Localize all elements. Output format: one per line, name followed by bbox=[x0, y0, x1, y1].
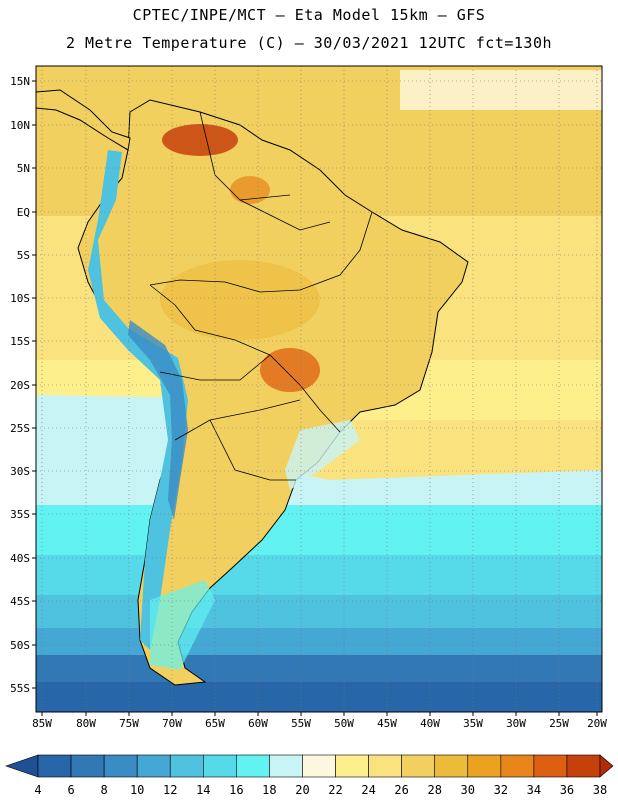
lat-label: 25S bbox=[10, 422, 30, 435]
southeast-coast-cool bbox=[285, 420, 360, 490]
warm-interior bbox=[160, 260, 320, 340]
lat-label: 5S bbox=[17, 249, 30, 262]
colorbar-swatch bbox=[136, 754, 171, 778]
colorbar: 4 6 8 10 12 14 16 18 20 22 24 26 28 30 32 34 36 38 bbox=[5, 754, 614, 797]
lon-label: 40W bbox=[420, 717, 440, 730]
patagonia-cool bbox=[150, 580, 215, 670]
colorbar-swatch bbox=[5, 754, 39, 778]
colorbar-swatch bbox=[37, 754, 72, 778]
lon-label: 80W bbox=[76, 717, 96, 730]
band-4 bbox=[36, 682, 602, 712]
colorbar-label: 38 bbox=[593, 783, 607, 797]
colorbar-swatch bbox=[335, 754, 369, 778]
lat-label: 20S bbox=[10, 379, 30, 392]
colorbar-label: 6 bbox=[67, 783, 74, 797]
lon-label: 45W bbox=[377, 717, 397, 730]
lon-label: 25W bbox=[549, 717, 569, 730]
colorbar-label: 30 bbox=[461, 783, 475, 797]
colorbar-label: 4 bbox=[34, 783, 41, 797]
temperature-field bbox=[36, 66, 602, 712]
colorbar-swatch bbox=[236, 754, 270, 778]
colorbar-swatch bbox=[533, 754, 568, 778]
colorbar-label: 8 bbox=[101, 783, 108, 797]
lat-label: 50S bbox=[10, 639, 30, 652]
colorbar-label: 26 bbox=[394, 783, 408, 797]
colorbar-swatch bbox=[500, 754, 535, 778]
lon-label: 30W bbox=[506, 717, 526, 730]
colorbar-swatch bbox=[401, 754, 436, 778]
lat-label: 15N bbox=[10, 75, 30, 88]
colorbar-swatch bbox=[368, 754, 402, 778]
warm-pocket-north bbox=[400, 70, 602, 110]
lat-label: 10S bbox=[10, 292, 30, 305]
hot-spot-pantanal bbox=[260, 348, 320, 392]
colorbar-swatch bbox=[70, 754, 105, 778]
lat-label: 15S bbox=[10, 335, 30, 348]
lon-label: 20W bbox=[587, 717, 607, 730]
colorbar-swatch bbox=[169, 754, 204, 778]
colorbar-label: 34 bbox=[527, 783, 541, 797]
colorbar-swatch bbox=[434, 754, 469, 778]
lat-label: 30S bbox=[10, 465, 30, 478]
band-6 bbox=[36, 655, 602, 685]
map-frame bbox=[35, 65, 603, 713]
country-borders bbox=[149, 111, 373, 481]
lon-label: 60W bbox=[248, 717, 268, 730]
colorbar-label: 22 bbox=[328, 783, 342, 797]
colorbar-label: 16 bbox=[229, 783, 243, 797]
andes-peak-strip bbox=[128, 320, 188, 520]
colorbar-label: 12 bbox=[163, 783, 177, 797]
latitude-axis: 15N 10N 5N EQ 5S 10S 15S 20S 25S 30S 35S… bbox=[10, 75, 36, 695]
colorbar-swatch bbox=[269, 754, 303, 778]
colorbar-label: 32 bbox=[494, 783, 508, 797]
band-12 bbox=[36, 595, 602, 630]
central-america-land bbox=[36, 89, 131, 151]
lat-label: 10N bbox=[10, 119, 30, 132]
colorbar-swatch bbox=[103, 754, 138, 778]
colorbar-swatch bbox=[302, 754, 336, 778]
colorbar-label: 36 bbox=[560, 783, 574, 797]
longitude-axis: 85W 80W 75W 70W 65W 60W 55W 50W 45W 40W … bbox=[32, 712, 607, 730]
lat-label: 5N bbox=[17, 162, 30, 175]
map-title: CPTEC/INPE/MCT — Eta Model 15km — GFS bbox=[132, 6, 486, 24]
lat-label: 35S bbox=[10, 508, 30, 521]
lon-label: 85W bbox=[32, 717, 52, 730]
colorbar-label: 20 bbox=[295, 783, 309, 797]
colorbar-swatch bbox=[566, 754, 601, 778]
lat-label: 55S bbox=[10, 682, 30, 695]
colorbar-label: 28 bbox=[427, 783, 441, 797]
lon-label: 75W bbox=[119, 717, 139, 730]
lon-label: 70W bbox=[162, 717, 182, 730]
colorbar-label: 10 bbox=[130, 783, 144, 797]
colorbar-label: 14 bbox=[196, 783, 210, 797]
colorbar-label: 24 bbox=[361, 783, 375, 797]
lat-label: 40S bbox=[10, 552, 30, 565]
colorbar-swatch bbox=[467, 754, 502, 778]
colorbar-swatch bbox=[599, 754, 614, 778]
lon-label: 65W bbox=[205, 717, 225, 730]
lon-label: 35W bbox=[463, 717, 483, 730]
hot-spot-venezuela bbox=[162, 124, 238, 156]
colorbar-label: 18 bbox=[262, 783, 276, 797]
colorbar-swatch bbox=[202, 754, 237, 778]
band-14 bbox=[36, 555, 602, 600]
lat-label: EQ bbox=[17, 206, 30, 219]
map-subtitle: 2 Metre Temperature (C) — 30/03/2021 12U… bbox=[65, 34, 553, 52]
hot-spot-guiana bbox=[230, 176, 270, 204]
lat-label: 45S bbox=[10, 595, 30, 608]
andes-cold-strip bbox=[88, 150, 188, 650]
band-10 bbox=[36, 628, 602, 658]
lon-label: 55W bbox=[291, 717, 311, 730]
band-16 bbox=[36, 505, 602, 560]
lon-label: 50W bbox=[334, 717, 354, 730]
